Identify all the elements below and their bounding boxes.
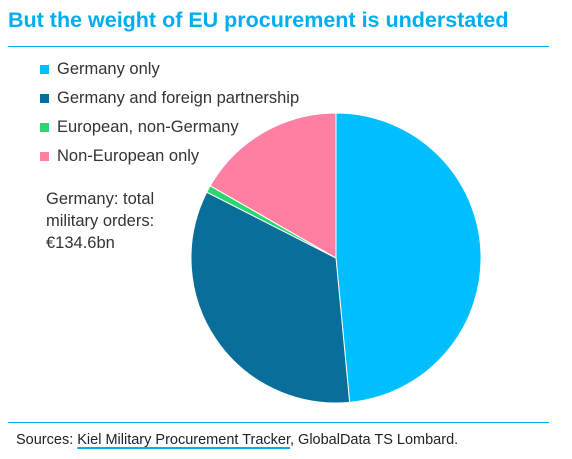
legend-swatch bbox=[40, 65, 49, 74]
annotation-line: military orders: bbox=[46, 212, 155, 230]
chart-title: But the weight of EU procurement is unde… bbox=[8, 8, 509, 32]
annotation-line: Germany: total bbox=[46, 190, 155, 208]
sources-note: Sources: Kiel Military Procurement Track… bbox=[16, 432, 458, 448]
legend-swatch bbox=[40, 94, 49, 103]
legend-label: Germany only bbox=[57, 60, 160, 78]
legend-item: European, non-Germany bbox=[40, 113, 299, 142]
sources-prefix: Sources: bbox=[16, 432, 78, 448]
legend-label: Germany and foreign partnership bbox=[57, 89, 300, 107]
legend-swatch bbox=[40, 152, 49, 161]
footer-divider bbox=[8, 422, 549, 423]
title-divider bbox=[8, 46, 549, 47]
pie-slice-non-european-only bbox=[209, 112, 337, 259]
sources-suffix: , GlobalData TS Lombard. bbox=[289, 432, 459, 448]
legend: Germany only Germany and foreign partner… bbox=[40, 55, 299, 171]
total-annotation: Germany: total military orders: €134.6bn bbox=[46, 188, 154, 254]
legend-swatch bbox=[40, 123, 49, 132]
annotation-line: €134.6bn bbox=[46, 234, 115, 252]
legend-label: European, non-Germany bbox=[57, 118, 239, 136]
legend-item: Germany and foreign partnership bbox=[40, 84, 299, 113]
sources-link[interactable]: Kiel Military Procurement Tracker bbox=[77, 432, 290, 448]
pie-slice-germany-only bbox=[335, 112, 482, 403]
legend-item: Germany only bbox=[40, 55, 299, 84]
legend-item: Non-European only bbox=[40, 142, 299, 171]
legend-label: Non-European only bbox=[57, 147, 200, 165]
